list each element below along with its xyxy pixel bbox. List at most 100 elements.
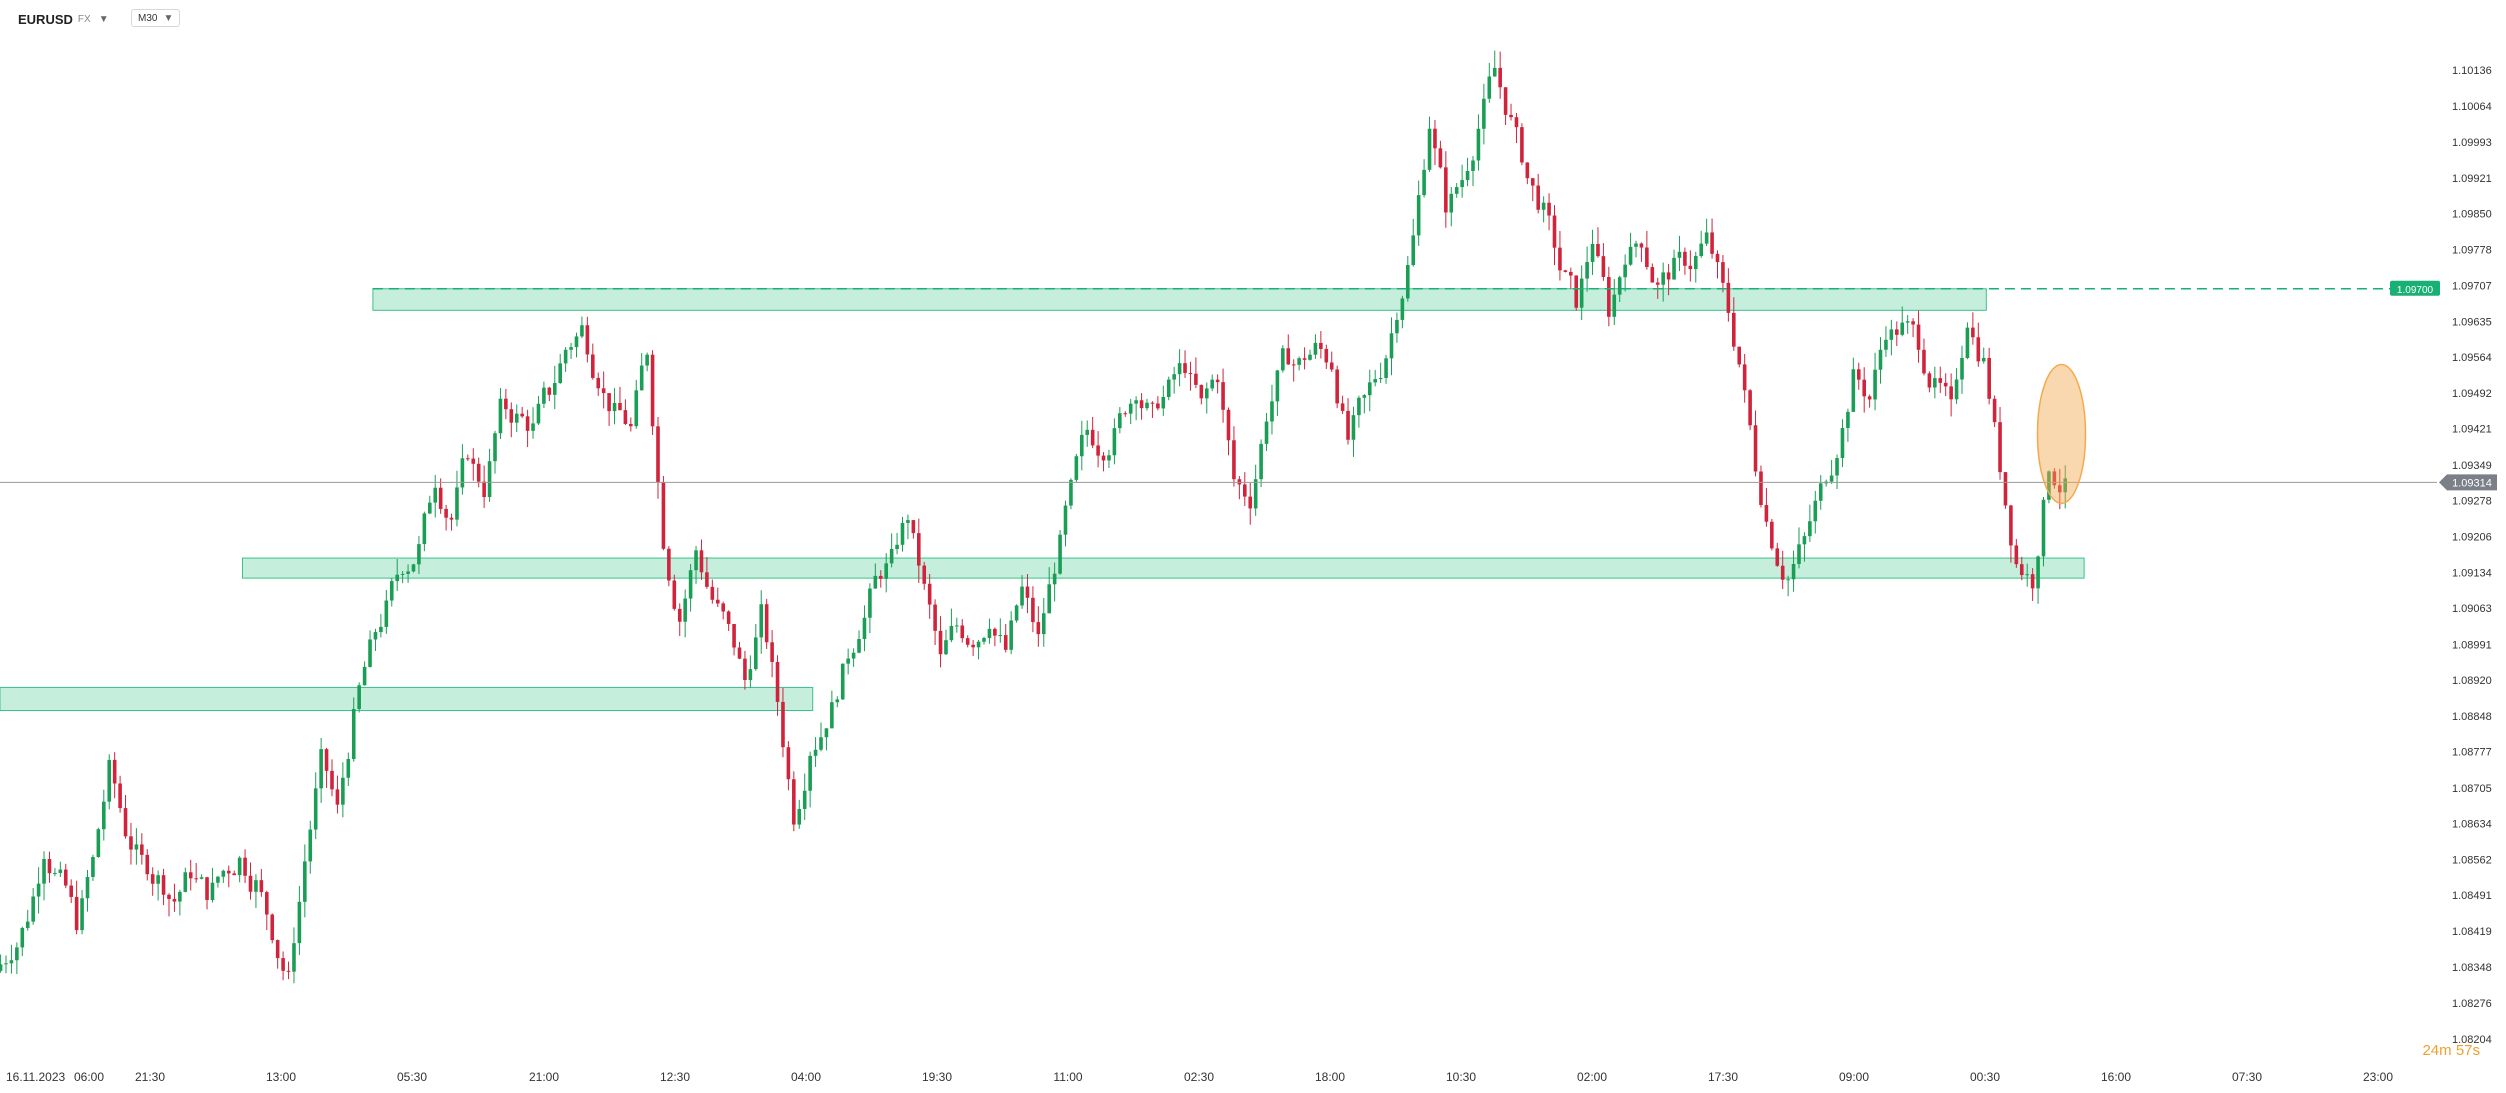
candle: [96, 827, 101, 858]
candle: [1846, 408, 1850, 442]
candle-body: [906, 520, 910, 523]
candle: [1085, 420, 1090, 447]
candle: [4, 955, 8, 974]
candle: [1987, 347, 1991, 405]
symbol-selector[interactable]: EURUSD FX ▼: [18, 8, 109, 30]
y-tick-label: 1.09921: [2452, 173, 2492, 185]
candle-body: [955, 625, 959, 627]
candle: [1313, 334, 1318, 359]
candle: [1041, 597, 1046, 647]
candle-body: [710, 586, 715, 600]
candle-body: [319, 749, 323, 789]
candle-body: [1829, 475, 1834, 482]
candle: [878, 570, 883, 588]
candle: [786, 741, 791, 791]
candle-body: [824, 728, 829, 738]
candle: [1927, 371, 1932, 393]
candle-body: [2019, 564, 2024, 576]
time-axis[interactable]: 16.11.2023 06:00 21:30 13:00 05:30 21:00 12:30…: [6, 1070, 2393, 1084]
candle: [1715, 250, 1720, 279]
candle: [1047, 567, 1051, 614]
candle: [460, 444, 465, 495]
candle-body: [1786, 579, 1790, 581]
candle: [1471, 155, 1475, 187]
candle: [118, 775, 122, 813]
candle-body: [1916, 324, 1921, 350]
x-tick-label: 05:30: [397, 1070, 427, 1084]
candle: [134, 828, 139, 865]
candle-body: [303, 861, 307, 902]
candle-body: [802, 790, 807, 809]
candle-body: [1998, 422, 2002, 473]
y-tick-label: 1.08705: [2452, 783, 2492, 795]
candle-body: [1313, 342, 1318, 355]
candle: [1818, 475, 1823, 510]
x-tick-label: 10:30: [1446, 1070, 1476, 1084]
candle: [982, 636, 986, 645]
candle-body: [672, 580, 677, 609]
symbol-dropdown-icon[interactable]: ▼: [98, 13, 109, 25]
zone-2: [242, 557, 2085, 579]
candle-body: [1156, 403, 1160, 409]
candle-body: [792, 779, 796, 825]
candle: [1031, 586, 1035, 633]
candle-body: [1014, 605, 1019, 621]
timeframe-dropdown[interactable]: M30 ▼: [131, 9, 181, 27]
candle-body: [1101, 455, 1106, 461]
candle: [335, 775, 340, 814]
candle-body: [199, 877, 204, 879]
candle-body: [1732, 312, 1736, 347]
candle-body: [400, 573, 405, 575]
candle: [1275, 369, 1280, 416]
candle-body: [9, 960, 14, 964]
candle: [1422, 159, 1426, 198]
current-price-value: 1.09314: [2452, 477, 2492, 489]
candle: [1308, 349, 1312, 361]
candle: [455, 470, 459, 527]
candle: [1134, 396, 1138, 421]
candle: [1243, 472, 1247, 507]
candle-body: [1177, 363, 1182, 375]
candle-body: [1797, 544, 1801, 565]
candle-body: [2014, 545, 2019, 565]
candle-body: [379, 626, 383, 633]
candle: [102, 789, 106, 841]
candle-body: [91, 857, 95, 878]
candle: [835, 696, 840, 708]
candle: [188, 859, 193, 891]
y-tick-label: 1.08991: [2452, 639, 2492, 651]
candle-body: [1954, 379, 1959, 400]
candle: [1661, 262, 1665, 302]
candle-body: [487, 461, 492, 498]
candle: [1574, 275, 1579, 311]
candle: [330, 759, 334, 797]
y-tick-label: 1.09850: [2452, 209, 2492, 221]
candle-body: [987, 628, 992, 639]
candle-body: [1590, 244, 1595, 262]
candle-body: [433, 487, 438, 503]
candle-body: [851, 652, 856, 659]
zone-3: [372, 288, 1987, 311]
price-axis[interactable]: 1.10136 1.10064 1.09993 1.09921 1.09850 1.097…: [2452, 65, 2492, 1046]
candle-body: [1416, 195, 1421, 236]
candle-body: [20, 927, 25, 948]
candle: [965, 635, 970, 648]
candle-body: [1215, 379, 1220, 383]
price-level-line[interactable]: 1.09700: [372, 280, 2440, 296]
candle-body: [1194, 373, 1198, 385]
candle: [226, 865, 231, 888]
candle: [1693, 251, 1698, 283]
candle: [1960, 345, 1964, 394]
candle-body: [862, 617, 867, 639]
candle: [694, 545, 698, 584]
candle: [1786, 575, 1790, 597]
candle-body: [1221, 382, 1225, 410]
candle-body: [1411, 235, 1416, 266]
candle: [1362, 394, 1367, 414]
candle: [1780, 550, 1785, 590]
candle: [1971, 312, 1975, 345]
candle-body: [1895, 329, 1899, 335]
candle-body: [341, 777, 345, 805]
candle: [1080, 420, 1084, 471]
